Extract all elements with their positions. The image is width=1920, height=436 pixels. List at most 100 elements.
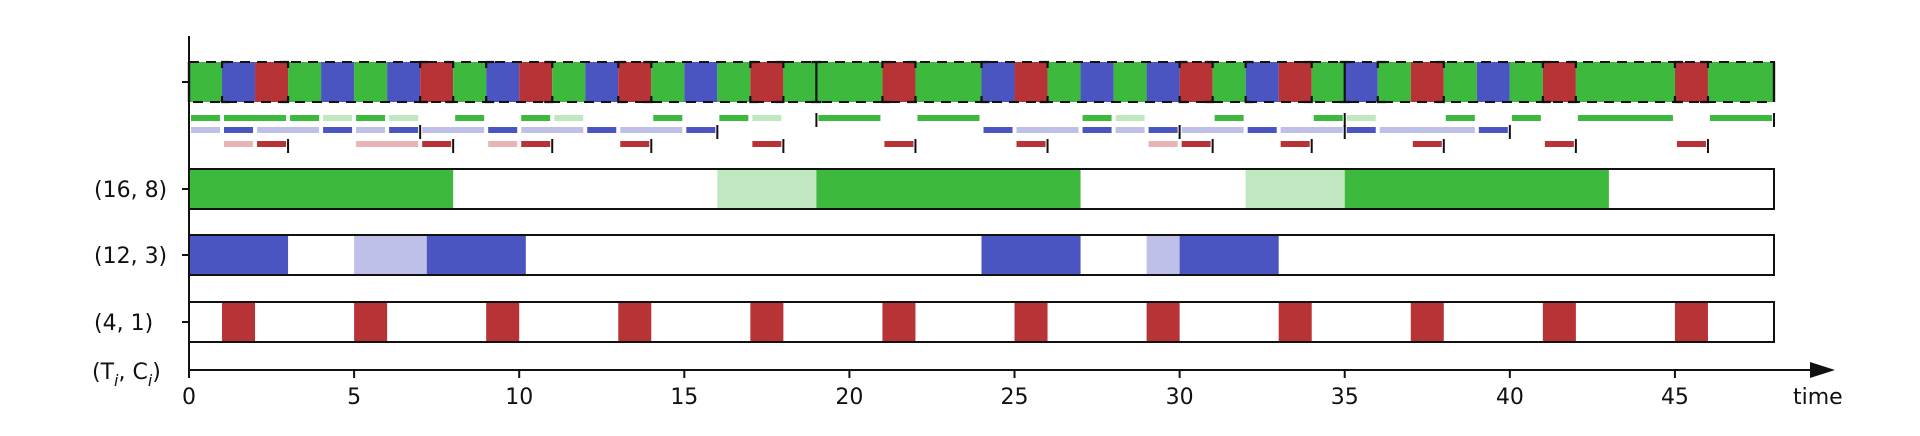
schedule-slot <box>1509 62 1543 102</box>
task-segment <box>1344 169 1609 209</box>
schedule-slot <box>1311 62 1345 102</box>
schedule-slot <box>1146 62 1180 102</box>
schedule-slot <box>585 62 619 102</box>
task-segment <box>426 235 526 275</box>
task-row-frame <box>188 301 1775 343</box>
indicator-dash <box>1412 141 1442 147</box>
indicator-dash <box>1511 115 1541 121</box>
indicator-dash <box>1016 141 1046 147</box>
schedule-slot <box>519 62 553 102</box>
indicator-dash <box>1544 141 1574 147</box>
task-segment <box>1014 302 1048 342</box>
combined-schedule <box>182 60 1776 104</box>
indicator-dash <box>191 127 221 133</box>
schedule-slot <box>651 62 685 102</box>
indicator-dash <box>356 141 419 147</box>
indicator-dash <box>686 127 716 133</box>
schedule-slot <box>222 62 256 102</box>
schedule-slot <box>189 62 223 102</box>
task-segment <box>1245 169 1345 209</box>
indicator-dash <box>1478 127 1508 133</box>
indicator-dash <box>1280 141 1310 147</box>
schedule-slot <box>1443 62 1477 102</box>
schedule-slot <box>684 62 718 102</box>
schedule-slot <box>750 62 784 102</box>
indicator-dash <box>323 115 353 121</box>
indicator-dash <box>1115 115 1145 121</box>
schedule-slot <box>1410 62 1444 102</box>
task-segment <box>1179 235 1279 275</box>
indicator-dash <box>323 127 353 133</box>
indicator-dash <box>620 127 683 133</box>
task-segment <box>354 235 427 275</box>
task-segment <box>189 169 454 209</box>
schedule-slot <box>915 62 982 102</box>
indicator-dash <box>1445 115 1475 121</box>
indicator-dash <box>1676 141 1706 147</box>
indicator-dash <box>1181 141 1211 147</box>
indicator-dash <box>1115 127 1145 133</box>
schedule-slot <box>288 62 322 102</box>
task-segment <box>1278 302 1312 342</box>
indicator-dash <box>752 115 782 121</box>
schedule-slot <box>255 62 289 102</box>
indicator-dash <box>356 127 386 133</box>
indicator-dash <box>389 127 419 133</box>
indicator-dash <box>620 141 650 147</box>
schedule-slot <box>882 62 916 102</box>
task-segment <box>189 235 289 275</box>
indicator-dash <box>1247 127 1277 133</box>
indicator-dash <box>1346 115 1376 121</box>
indicator-dash <box>1181 127 1244 133</box>
schedule-bracket <box>220 60 290 104</box>
indicator-dash <box>1280 127 1343 133</box>
indicator-dash <box>752 141 782 147</box>
schedule-slot <box>387 62 421 102</box>
indicator-dash <box>1214 115 1244 121</box>
schedule-bracket <box>1178 60 1214 104</box>
schedule-slot <box>1245 62 1279 102</box>
indicator-dash <box>257 127 320 133</box>
indicator-dash <box>983 127 1013 133</box>
indicator-rows <box>191 113 1775 153</box>
schedule-slot <box>618 62 652 102</box>
schedule-slot <box>1377 62 1411 102</box>
task-segment <box>486 302 520 342</box>
indicator-dash <box>1379 127 1475 133</box>
task-segment <box>618 302 652 342</box>
indicator-dash <box>290 115 320 121</box>
schedule-bracket <box>1376 60 1445 104</box>
indicator-dash <box>884 141 914 147</box>
indicator-dash <box>818 115 881 121</box>
indicator-dash <box>521 115 551 121</box>
schedule-bracket <box>1673 60 1710 104</box>
task-label: (12, 3) <box>94 244 167 269</box>
indicator-dash <box>422 141 452 147</box>
x-tick-label: 5 <box>347 385 361 410</box>
schedule-slot <box>453 62 487 102</box>
x-tick-label: 40 <box>1496 385 1524 410</box>
schedule-slot <box>354 62 388 102</box>
indicator-dash <box>1709 115 1772 121</box>
schedule-slot <box>1080 62 1114 102</box>
x-axis-label: time <box>1793 385 1843 410</box>
schedule-slot <box>1278 62 1312 102</box>
task-segment <box>981 235 1081 275</box>
indicator-dash <box>488 141 518 147</box>
indicator-dash <box>719 115 749 121</box>
schedule-separator <box>1339 60 1350 104</box>
task-segment <box>1674 302 1708 342</box>
task-segment <box>354 302 388 342</box>
indicator-dash <box>587 127 617 133</box>
task-segment <box>1146 302 1180 342</box>
task-label: (16, 8) <box>94 178 167 203</box>
schedule-slot <box>1674 62 1708 102</box>
schedule-slot <box>717 62 751 102</box>
x-tick-label: 30 <box>1166 385 1194 410</box>
indicator-dash <box>191 115 221 121</box>
x-axis-arrowhead <box>1810 362 1835 378</box>
indicator-dash <box>1148 127 1178 133</box>
schedule-slot <box>486 62 520 102</box>
schedule-bracket <box>881 60 917 104</box>
indicator-dash <box>554 115 584 121</box>
